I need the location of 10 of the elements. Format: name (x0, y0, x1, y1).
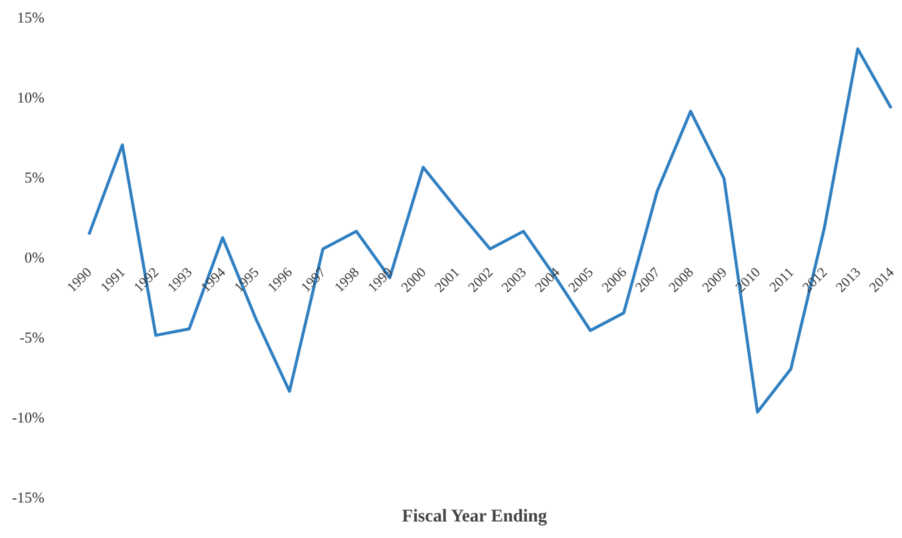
x-tick-label: 1991 (98, 265, 129, 296)
y-tick-label: -10% (12, 410, 45, 426)
x-tick-label: 2011 (767, 265, 798, 296)
y-tick-label: -15% (12, 490, 45, 506)
y-tick-label: 15% (17, 10, 45, 26)
x-axis-title: Fiscal Year Ending (402, 506, 548, 526)
y-tick-label: 10% (17, 90, 45, 106)
y-tick-label: 0% (24, 250, 45, 266)
y-tick-label: -5% (20, 330, 45, 346)
y-tick-label: 5% (24, 170, 45, 186)
